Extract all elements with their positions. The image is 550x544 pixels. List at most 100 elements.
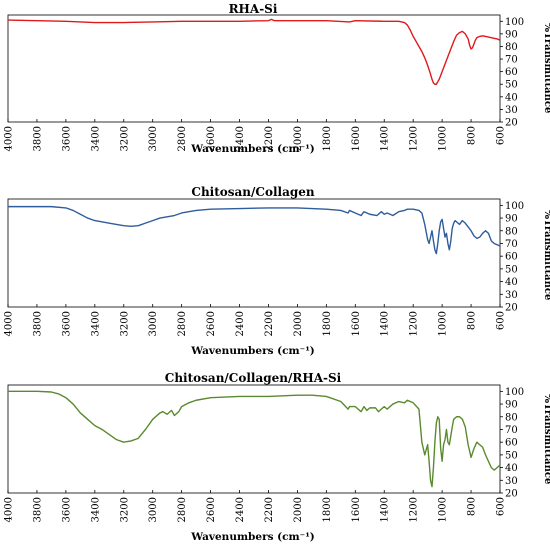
y-tick-label: 80 <box>505 226 518 237</box>
series-line <box>8 390 501 488</box>
x-tick-label: 3800 <box>32 311 43 336</box>
x-tick-label: 2000 <box>293 126 304 151</box>
series-line <box>7 18 501 85</box>
y-tick-label: 90 <box>505 29 518 40</box>
x-tick-label: 2200 <box>264 311 275 336</box>
x-tick-label: 3800 <box>32 497 43 522</box>
x-tick-label: 2600 <box>206 126 217 151</box>
x-tick-label: 1000 <box>438 311 449 336</box>
x-tick-label: 1000 <box>438 126 449 151</box>
x-tick-label: 3000 <box>148 126 159 151</box>
x-tick-label: 1400 <box>380 497 391 522</box>
x-tick-label: 2600 <box>206 497 217 522</box>
x-axis-label: Wavenumbers (cm⁻¹) <box>190 143 315 155</box>
y-axis-label: %Transmittance <box>542 394 550 485</box>
x-tick-label: 1400 <box>380 126 391 151</box>
y-tick-label: 20 <box>505 489 518 500</box>
x-tick-label: 1200 <box>409 497 420 522</box>
x-tick-label: 1600 <box>351 311 362 336</box>
y-tick-label: 70 <box>505 55 518 66</box>
y-tick-label: 30 <box>505 476 518 487</box>
x-tick-label: 2000 <box>293 311 304 336</box>
x-tick-label: 1400 <box>380 311 391 336</box>
y-tick-label: 50 <box>505 450 518 461</box>
x-tick-label: 3600 <box>61 311 72 336</box>
x-tick-label: 2800 <box>177 497 188 522</box>
y-axis-label: %Transmittance <box>542 23 550 114</box>
x-tick-label: 800 <box>467 497 478 516</box>
y-tick-label: 90 <box>505 214 518 225</box>
chart-title: Chitosan/Collagen/RHA-Si <box>165 371 342 385</box>
x-tick-label: 1000 <box>438 497 449 522</box>
x-tick-label: 3400 <box>90 311 101 336</box>
x-tick-label: 3600 <box>61 126 72 151</box>
x-tick-label: 600 <box>496 497 507 516</box>
x-tick-label: 800 <box>467 311 478 330</box>
x-axis-label: Wavenumbers (cm⁻¹) <box>190 531 315 543</box>
y-tick-label: 70 <box>505 425 518 436</box>
x-tick-label: 3000 <box>148 311 159 336</box>
y-tick-label: 60 <box>505 252 518 263</box>
chart-title: Chitosan/Collagen <box>191 185 314 199</box>
x-tick-label: 600 <box>496 311 507 330</box>
x-tick-label: 3400 <box>90 497 101 522</box>
x-tick-label: 3400 <box>90 126 101 151</box>
x-tick-label: 800 <box>467 126 478 145</box>
x-tick-label: 1800 <box>322 126 333 151</box>
y-tick-label: 70 <box>505 239 518 250</box>
x-tick-label: 2800 <box>177 126 188 151</box>
y-tick-label: 60 <box>505 438 518 449</box>
y-tick-label: 100 <box>505 387 524 398</box>
x-tick-label: 4000 <box>4 126 15 151</box>
x-tick-label: 2400 <box>235 497 246 522</box>
chart-panel-rha-si: RHA-Si Wavenumbers (cm⁻¹) %Transmittance… <box>4 2 550 155</box>
plot-frame <box>7 198 501 308</box>
x-tick-label: 3200 <box>119 126 130 151</box>
chart-panel-chitosan-collagen-rha-si: Chitosan/Collagen/RHA-Si Wavenumbers (cm… <box>4 371 550 543</box>
y-tick-label: 20 <box>505 303 518 314</box>
x-tick-label: 2000 <box>293 497 304 522</box>
y-tick-label: 30 <box>505 290 518 301</box>
y-tick-label: 50 <box>505 264 518 275</box>
x-tick-label: 2200 <box>264 497 275 522</box>
y-tick-label: 100 <box>505 201 524 212</box>
x-tick-label: 4000 <box>4 497 15 522</box>
x-tick-label: 600 <box>496 126 507 145</box>
x-tick-label: 2800 <box>177 311 188 336</box>
chart-panel-chitosan-collagen: Chitosan/Collagen Wavenumbers (cm⁻¹) %Tr… <box>4 185 550 357</box>
y-tick-label: 50 <box>505 80 518 91</box>
y-tick-label: 60 <box>505 67 518 78</box>
x-tick-label: 1600 <box>351 497 362 522</box>
x-tick-label: 3200 <box>119 311 130 336</box>
plot-frame <box>7 384 501 494</box>
y-tick-label: 40 <box>505 463 518 474</box>
x-tick-label: 3600 <box>61 497 72 522</box>
y-tick-label: 40 <box>505 92 518 103</box>
y-tick-label: 90 <box>505 400 518 411</box>
y-tick-label: 30 <box>505 105 518 116</box>
x-tick-label: 4000 <box>4 311 15 336</box>
x-tick-label: 1200 <box>409 126 420 151</box>
y-tick-label: 20 <box>505 118 518 129</box>
y-axis-label: %Transmittance <box>542 210 550 301</box>
chart-title: RHA-Si <box>229 2 278 16</box>
x-tick-label: 1800 <box>322 311 333 336</box>
x-tick-label: 1600 <box>351 126 362 151</box>
series-line <box>8 205 501 255</box>
x-tick-label: 1200 <box>409 311 420 336</box>
x-tick-label: 2600 <box>206 311 217 336</box>
y-tick-label: 40 <box>505 277 518 288</box>
plot-frame <box>7 14 501 123</box>
x-tick-label: 1800 <box>322 497 333 522</box>
y-tick-label: 100 <box>505 17 524 28</box>
y-tick-label: 80 <box>505 42 518 53</box>
y-tick-label: 80 <box>505 412 518 423</box>
x-tick-label: 3800 <box>32 126 43 151</box>
x-tick-label: 2200 <box>264 126 275 151</box>
x-tick-label: 3200 <box>119 497 130 522</box>
x-axis-label: Wavenumbers (cm⁻¹) <box>190 345 315 357</box>
x-tick-label: 2400 <box>235 311 246 336</box>
x-tick-label: 3000 <box>148 497 159 522</box>
x-tick-label: 2400 <box>235 126 246 151</box>
